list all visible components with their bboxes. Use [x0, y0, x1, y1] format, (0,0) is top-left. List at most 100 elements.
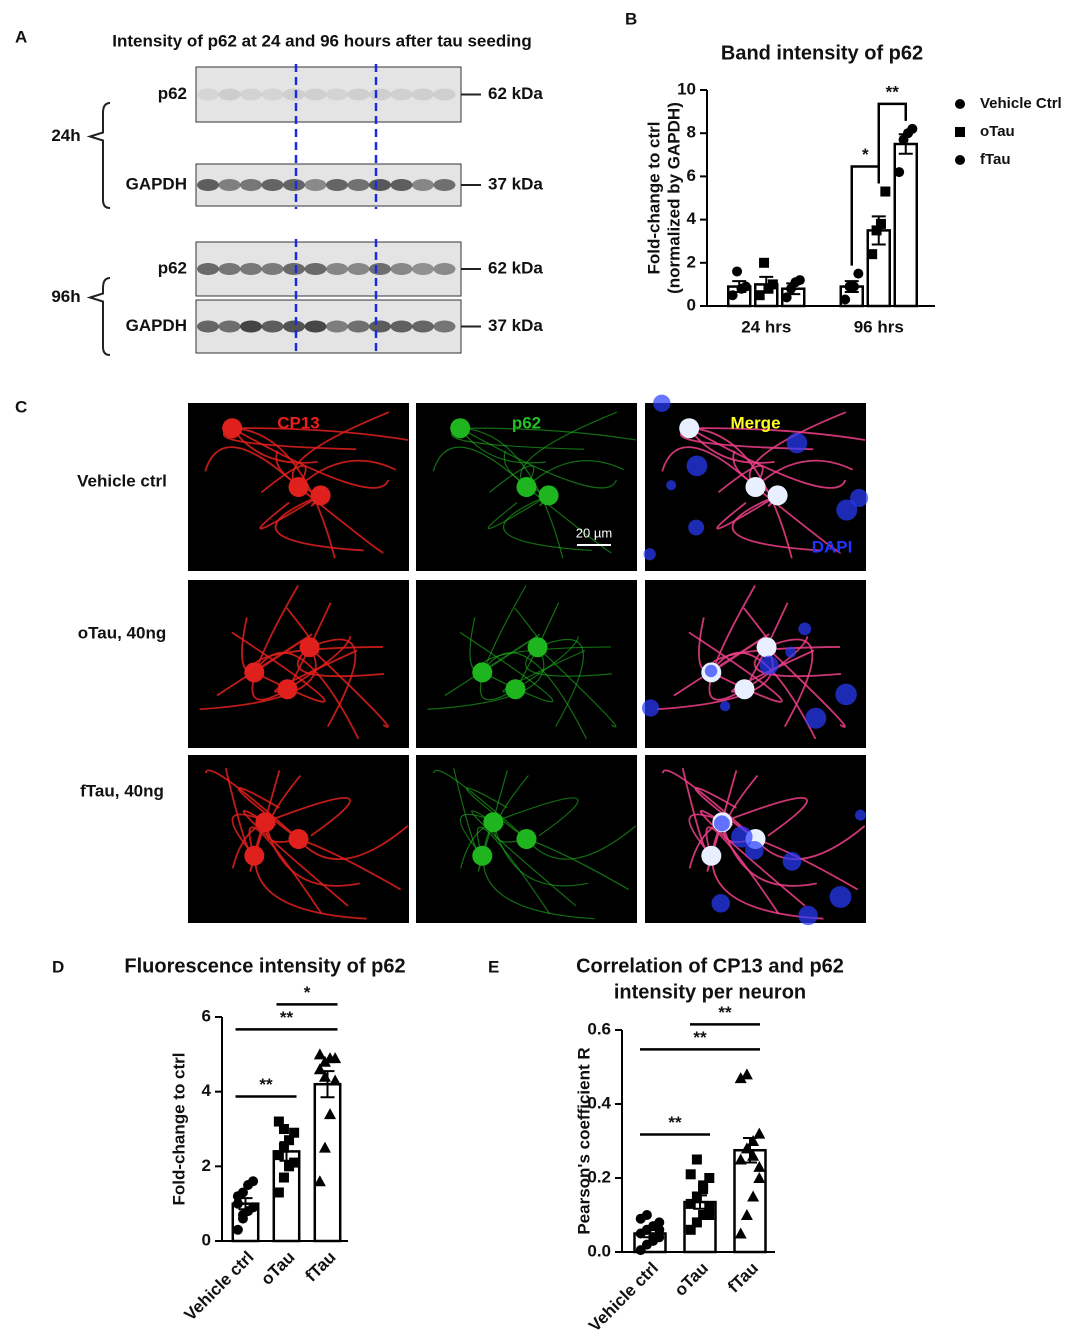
soma [745, 477, 766, 497]
y-tick-label: 4 [687, 209, 697, 228]
nucleus [835, 683, 857, 706]
data-point [289, 1127, 300, 1138]
micrograph [416, 580, 637, 748]
neurite [248, 826, 323, 915]
data-point [237, 1209, 248, 1220]
nucleus [782, 851, 802, 871]
nucleus [688, 519, 705, 536]
chart-title: Fluorescence intensity of p62 [124, 955, 405, 977]
y-tick-label: 8 [687, 123, 696, 142]
neurite [264, 821, 360, 887]
neurite [231, 427, 318, 464]
data-point [747, 1149, 760, 1161]
y-tick-label: 6 [202, 1006, 211, 1025]
neurite [537, 646, 617, 728]
size-label: 37 kDa [488, 174, 543, 193]
neurite [253, 651, 360, 740]
nucleus [836, 499, 858, 521]
data-point [691, 1191, 702, 1202]
neurite [537, 638, 584, 727]
neurite [765, 646, 846, 728]
soma [734, 679, 755, 700]
neurite [482, 821, 595, 920]
neurite [254, 821, 367, 920]
blot-band [412, 263, 434, 275]
blot-band [283, 320, 305, 333]
nucleus [786, 432, 808, 454]
neurite [493, 797, 579, 837]
y-tick-label: 0.6 [587, 1019, 611, 1038]
y-tick-label: 0 [202, 1230, 211, 1249]
blot-band [197, 320, 219, 333]
neurons [643, 394, 869, 561]
soma [756, 637, 777, 658]
significance-label: ** [718, 1003, 732, 1022]
soma [244, 845, 265, 866]
protein-label: p62 [158, 84, 187, 103]
blot-band [433, 320, 456, 333]
data-point [848, 281, 859, 292]
data-point [759, 257, 770, 268]
neurite [460, 427, 637, 441]
neurite [432, 446, 527, 488]
data-point [273, 1187, 284, 1198]
data-point [289, 1157, 300, 1168]
nucleus [666, 480, 677, 491]
chart-title: intensity per neuron [614, 981, 806, 1003]
neurite [232, 427, 409, 441]
neurite [708, 585, 756, 701]
data-point [641, 1210, 652, 1220]
data-point [698, 1210, 709, 1220]
blot-band [433, 179, 456, 191]
neurite [286, 636, 352, 690]
data-point [732, 266, 743, 277]
neurite [766, 638, 814, 727]
neurite [274, 494, 364, 552]
blot-band [240, 179, 262, 191]
nucleus [855, 809, 866, 821]
data-point [698, 1180, 709, 1191]
column-label: Merge [730, 413, 780, 432]
blot-band [197, 88, 219, 101]
data-point [318, 1055, 331, 1067]
neurite [242, 809, 349, 907]
chart-title: Correlation of CP13 and p62 [576, 955, 844, 977]
data-point [284, 1161, 295, 1172]
data-point [767, 279, 778, 290]
neurons [204, 411, 409, 559]
significance-label: ** [668, 1113, 682, 1132]
data-point [232, 1198, 243, 1209]
nucleus [719, 700, 731, 712]
blot-band [347, 179, 370, 191]
significance-label: ** [886, 82, 900, 101]
data-point [727, 290, 738, 301]
data-point [753, 1127, 766, 1139]
nucleus [745, 840, 764, 860]
data-point [232, 1191, 243, 1202]
panel-title: Intensity of p62 at 24 and 96 hours afte… [112, 31, 531, 50]
data-point [313, 1175, 326, 1187]
x-tick-label: 24 hrs [741, 317, 791, 336]
blot-band [218, 179, 241, 191]
neurite [199, 646, 317, 711]
data-point [740, 1142, 753, 1154]
data-point [753, 1160, 766, 1172]
bracket [86, 102, 111, 209]
significance-label: * [862, 145, 869, 164]
blot-band [369, 320, 391, 333]
data-point [907, 123, 918, 134]
data-point [734, 1227, 747, 1239]
column-label: p62 [512, 413, 541, 432]
neurite [265, 797, 351, 837]
neurons [433, 767, 637, 920]
data-point [880, 186, 891, 197]
y-tick-label: 10 [677, 79, 696, 98]
neurite [204, 446, 300, 488]
data-point [232, 1224, 243, 1235]
blot-band [261, 179, 284, 191]
legend-label: fTau [980, 151, 1011, 168]
blot-band [347, 263, 370, 275]
y-tick-label: 6 [687, 166, 696, 185]
